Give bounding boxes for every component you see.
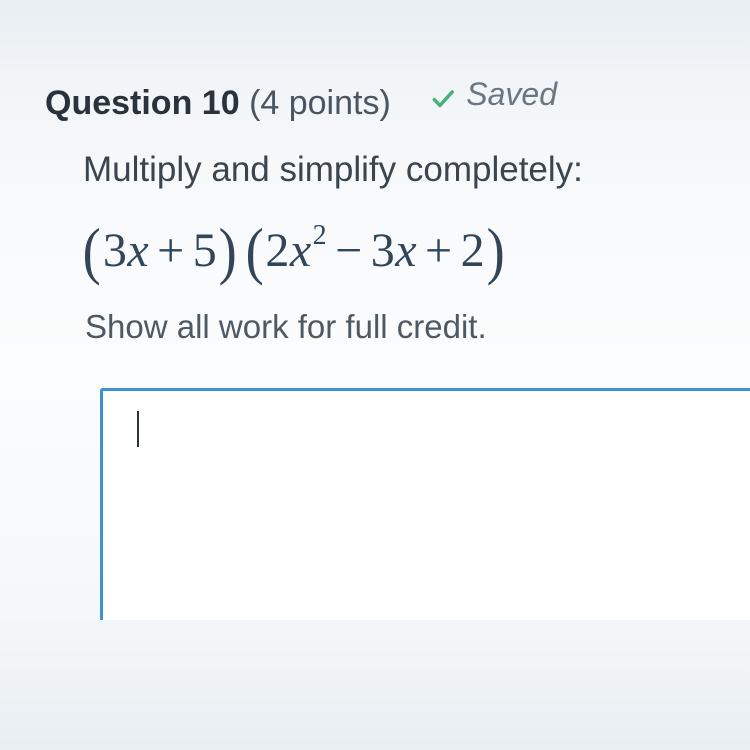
question-prompt: Multiply and simplify completely:: [83, 150, 750, 190]
term-2x2: 2x2: [265, 224, 327, 277]
question-block: Question 10 (4 points) Saved Multiply an…: [0, 0, 750, 620]
coef: 3: [103, 224, 128, 277]
question-points: (4 points): [249, 84, 391, 122]
op-plus-1: +: [157, 224, 185, 277]
term-2: 2: [461, 224, 486, 277]
term-3x-b: 3x: [371, 224, 417, 277]
var-x: x: [127, 224, 149, 277]
coef: 2: [265, 224, 290, 277]
text-cursor: [137, 411, 139, 447]
question-header: Question 10 (4 points) Saved: [45, 75, 750, 124]
answer-input[interactable]: [103, 391, 750, 620]
var-x: x: [395, 224, 417, 277]
term-5: 5: [193, 224, 218, 277]
saved-label: Saved: [466, 75, 557, 113]
equation: (3x+5) (2x2−3x+2): [81, 220, 750, 278]
check-icon: [430, 81, 456, 107]
check-icon-path: [435, 92, 453, 106]
term-3x: 3x: [103, 224, 149, 277]
saved-indicator: Saved: [430, 75, 557, 113]
var-x: x: [290, 224, 312, 277]
exp-2: 2: [313, 220, 328, 251]
question-label: Question 10: [45, 84, 240, 122]
work-instruction: Show all work for full credit.: [85, 308, 750, 346]
op-plus-2: +: [425, 224, 453, 277]
answer-box-container[interactable]: [100, 388, 750, 620]
op-minus: −: [335, 224, 363, 277]
coef: 3: [371, 224, 396, 277]
